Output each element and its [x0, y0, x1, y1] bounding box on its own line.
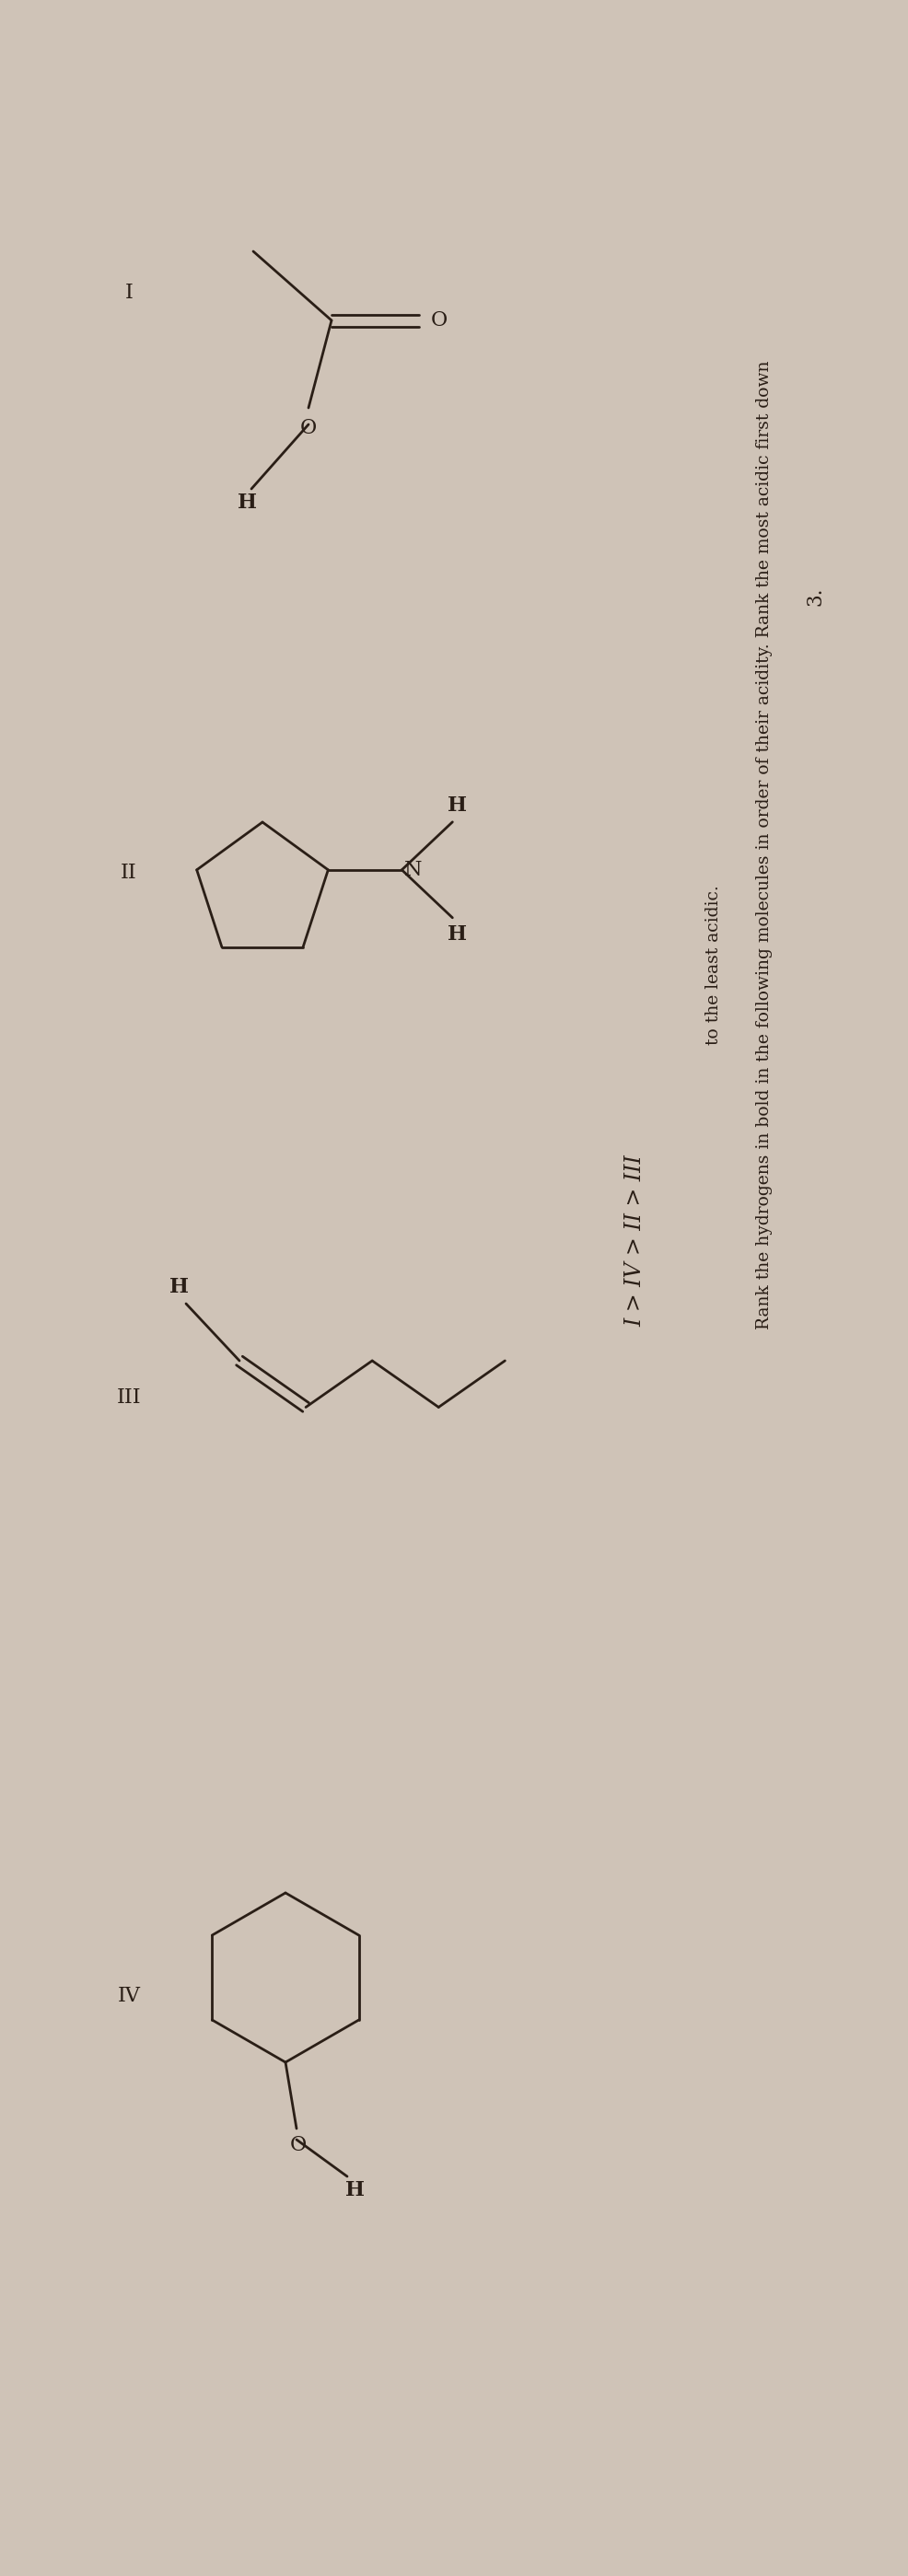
- Text: to the least acidic.: to the least acidic.: [706, 886, 722, 1046]
- Text: H: H: [448, 925, 467, 945]
- Text: 3.: 3.: [804, 587, 825, 605]
- Text: I > IV > II > III: I > IV > II > III: [625, 1154, 646, 1327]
- Text: O: O: [301, 417, 317, 438]
- Text: O: O: [290, 2136, 307, 2156]
- Text: III: III: [116, 1388, 141, 1406]
- Text: I: I: [124, 283, 133, 304]
- Text: H: H: [345, 2179, 364, 2200]
- Text: H: H: [169, 1278, 188, 1298]
- Text: O: O: [431, 309, 448, 330]
- Text: H: H: [237, 492, 256, 513]
- Text: II: II: [121, 863, 137, 884]
- Text: H: H: [448, 796, 467, 817]
- Text: IV: IV: [117, 1986, 141, 2007]
- Text: Rank the hydrogens in bold in the following molecules in order of their acidity.: Rank the hydrogens in bold in the follow…: [756, 361, 773, 1329]
- Text: N: N: [404, 860, 422, 881]
